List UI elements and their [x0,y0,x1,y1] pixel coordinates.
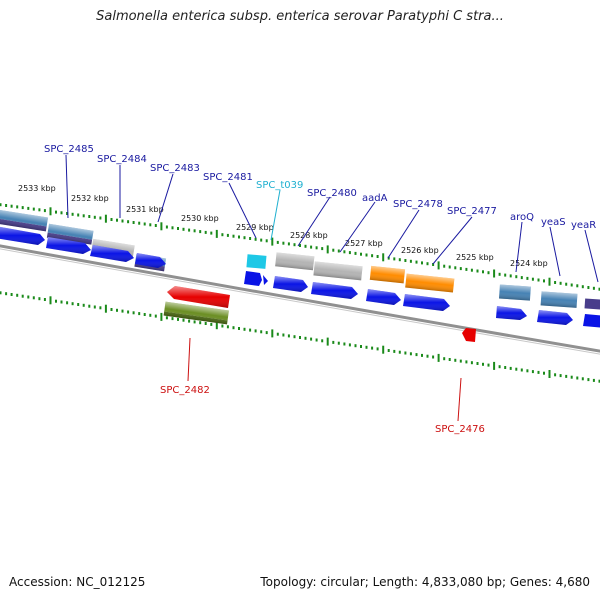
kbp-label: 2528 kbp [290,231,328,240]
kbp-label: 2524 kbp [510,259,548,268]
gene-label-spc-2483[interactable]: SPC_2483 [150,163,200,174]
kbp-label: 2531 kbp [126,205,164,214]
label-leaders [65,154,599,422]
gene-label-spc-2480[interactable]: SPC_2480 [307,188,357,199]
gene-label-yeas[interactable]: yeaS [541,217,566,228]
outer-tick-ring [0,203,600,291]
gene-label-spc-2481[interactable]: SPC_2481 [203,172,253,183]
accession-label: Accession: NC_012125 [9,575,146,589]
kbp-label: 2527 kbp [345,239,383,248]
gene-label-spc-2485[interactable]: SPC_2485 [44,144,94,155]
gene-label-spc-2476[interactable]: SPC_2476 [435,424,485,435]
gene-labels-top: SPC_2485 SPC_2484 SPC_2483 SPC_2481 SPC_… [44,144,596,231]
gene-label-year[interactable]: yeaR [571,220,596,231]
backbone-circle [0,244,600,353]
map-title: Salmonella enterica subsp. enterica sero… [96,9,504,24]
cds-arrow-year[interactable] [583,314,600,328]
kbp-label: 2532 kbp [71,194,109,203]
genome-summary: Topology: circular; Length: 4,833,080 bp… [260,575,590,589]
cog-bar-year[interactable] [584,298,600,310]
gene-label-aada[interactable]: aadA [362,193,388,204]
trna-bar-spc-t039[interactable] [246,254,267,269]
kbp-label: 2529 kbp [236,223,274,232]
gene-label-aroq[interactable]: aroQ [510,212,534,223]
gene-labels-bottom: SPC_2482 SPC_2476 [160,385,485,435]
gene-label-spc-t039[interactable]: SPC_t039 [256,180,303,191]
backbone-circle-shadow [0,248,600,355]
kbp-label: 2530 kbp [181,214,219,223]
gene-label-spc-2478[interactable]: SPC_2478 [393,199,443,210]
cds-arrow-spc-2481[interactable] [244,271,262,286]
gene-label-spc-2477[interactable]: SPC_2477 [447,206,497,217]
gene-label-spc-2484[interactable]: SPC_2484 [97,154,147,165]
kbp-labels: 2533 kbp 2532 kbp 2531 kbp 2530 kbp 2529… [18,184,548,268]
cds-arrow-spc-2481b[interactable] [263,275,268,285]
inner-tick-ring [0,291,600,383]
kbp-label: 2533 kbp [18,184,56,193]
gene-label-spc-2482[interactable]: SPC_2482 [160,385,210,396]
reverse-cds-track [163,286,476,342]
kbp-label: 2526 kbp [401,246,439,255]
kbp-label: 2525 kbp [456,253,494,262]
cds-arrow-spc-2476[interactable] [462,328,476,342]
